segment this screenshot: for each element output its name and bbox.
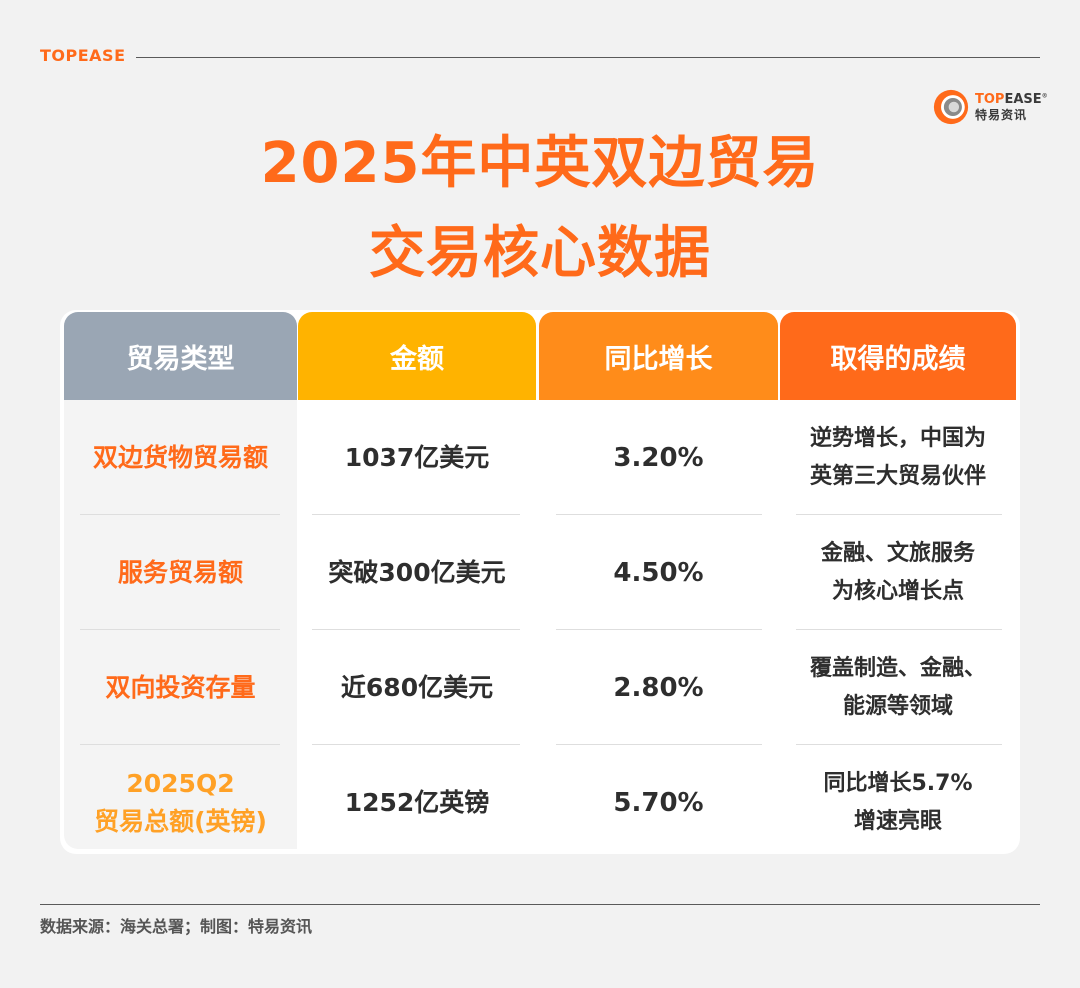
row-divider: [796, 514, 1002, 515]
topease-logo: TOPEASE® 特易资讯: [932, 88, 1048, 126]
row-divider: [80, 744, 280, 745]
brand-label: TOPEASE: [40, 46, 126, 65]
column-header-type: 贸易类型: [64, 312, 297, 400]
trade-data-table: 贸易类型 金额 同比增长 取得的成绩 双边货物贸易额 1037亿美元 3.20%…: [60, 310, 1020, 854]
row-amount: 1252亿英镑: [344, 787, 490, 817]
row-growth: 3.20%: [613, 442, 704, 473]
row-growth: 5.70%: [613, 787, 704, 818]
row-divider: [80, 629, 280, 630]
row-divider: [312, 744, 520, 745]
row-divider: [796, 629, 1002, 630]
row-divider: [556, 514, 762, 515]
row-amount: 近680亿美元: [340, 672, 494, 702]
row-achievement: 同比增长5.7% 增速亮眼: [823, 770, 973, 834]
bottom-divider: [40, 904, 1040, 905]
row-divider: [556, 629, 762, 630]
row-achievement: 覆盖制造、金融、 能源等领域: [809, 655, 986, 719]
row-divider: [796, 744, 1002, 745]
row-divider: [80, 514, 280, 515]
row-type: 双边货物贸易额: [92, 442, 268, 472]
logo-name: TOPEASE®: [975, 92, 1048, 107]
row-type: 2025Q2 贸易总额(英镑): [94, 768, 267, 836]
row-type: 服务贸易额: [117, 557, 243, 587]
column-header-amount: 金额: [298, 312, 536, 400]
top-divider: [136, 57, 1040, 58]
table-row: 双边货物贸易额 1037亿美元 3.20% 逆势增长，中国为 英第三大贸易伙伴: [60, 400, 1020, 515]
row-growth: 4.50%: [613, 557, 704, 588]
row-divider: [312, 629, 520, 630]
logo-ring-icon: [933, 89, 969, 125]
row-growth: 2.80%: [613, 672, 704, 703]
page-title-line-1: 2025年中英双边贸易: [260, 131, 820, 196]
table-row: 2025Q2 贸易总额(英镑) 1252亿英镑 5.70% 同比增长5.7% 增速亮…: [60, 745, 1020, 860]
row-divider: [312, 514, 520, 515]
data-source-note: 数据来源：海关总署；制图：特易资讯: [40, 917, 313, 936]
page-title-line-2: 交易核心数据: [369, 221, 711, 286]
row-achievement: 金融、文旅服务 为核心增长点: [820, 540, 975, 604]
logo-subtitle: 特易资讯: [975, 108, 1028, 122]
row-achievement: 逆势增长，中国为 英第三大贸易伙伴: [809, 425, 986, 489]
column-header-growth: 同比增长: [539, 312, 778, 400]
row-amount: 1037亿美元: [344, 442, 490, 472]
row-amount: 突破300亿美元: [328, 557, 506, 587]
row-divider: [556, 744, 762, 745]
table-row: 服务贸易额 突破300亿美元 4.50% 金融、文旅服务 为核心增长点: [60, 515, 1020, 630]
column-header-achievement: 取得的成绩: [780, 312, 1016, 400]
row-type: 双向投资存量: [105, 672, 256, 702]
table-row: 双向投资存量 近680亿美元 2.80% 覆盖制造、金融、 能源等领域: [60, 630, 1020, 745]
type-column-background: [64, 400, 297, 849]
